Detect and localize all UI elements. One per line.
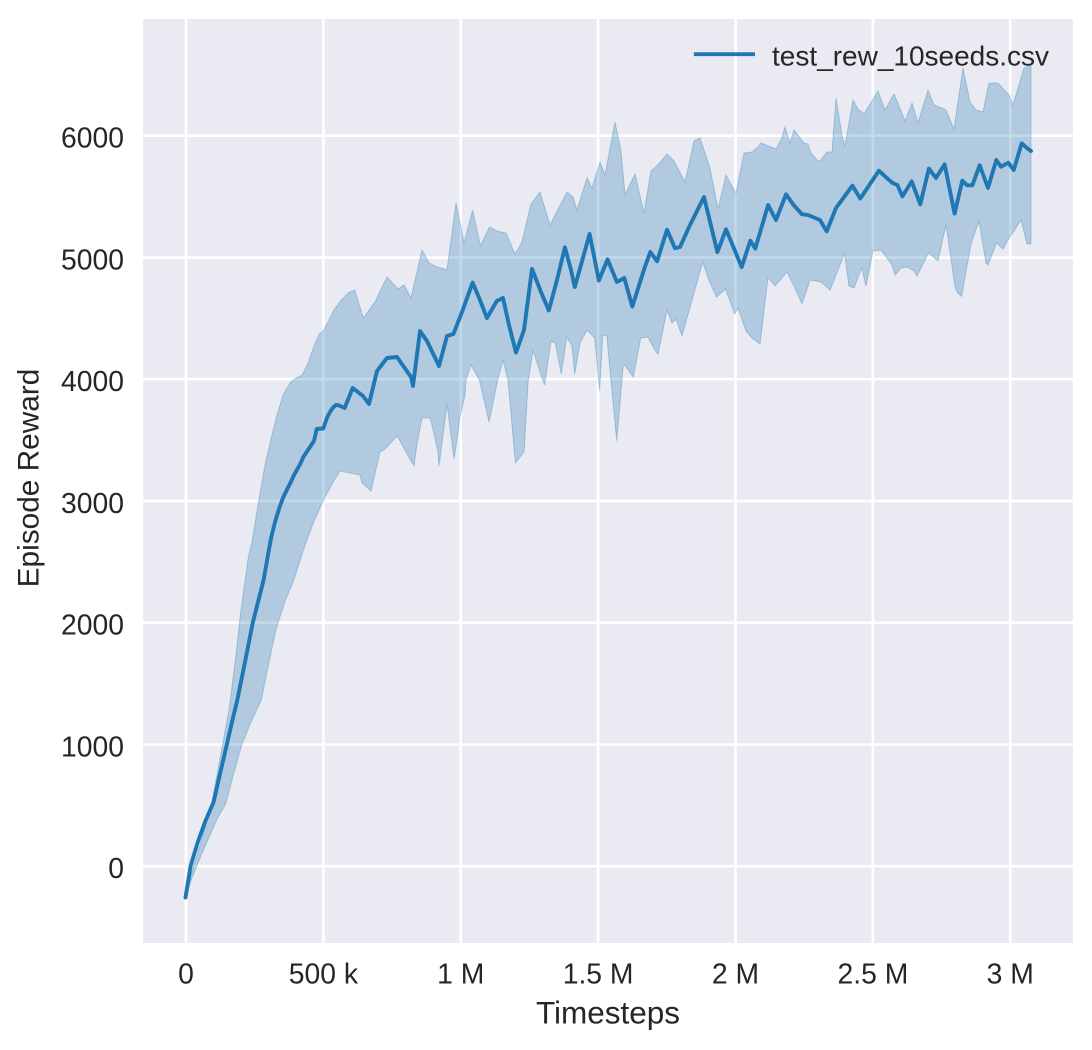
svg-text:1.5 M: 1.5 M bbox=[563, 958, 634, 990]
svg-text:500 k: 500 k bbox=[289, 958, 359, 990]
svg-text:4000: 4000 bbox=[61, 365, 124, 397]
svg-text:1 M: 1 M bbox=[437, 958, 484, 990]
svg-text:1000: 1000 bbox=[61, 731, 124, 763]
svg-text:2.5 M: 2.5 M bbox=[838, 958, 909, 990]
svg-text:test_rew_10seeds.csv: test_rew_10seeds.csv bbox=[772, 41, 1049, 72]
svg-text:3 M: 3 M bbox=[987, 958, 1034, 990]
svg-text:3000: 3000 bbox=[61, 487, 124, 519]
svg-text:5000: 5000 bbox=[61, 244, 124, 276]
svg-text:0: 0 bbox=[178, 958, 194, 990]
svg-text:6000: 6000 bbox=[61, 122, 124, 154]
svg-text:Episode Reward: Episode Reward bbox=[13, 369, 46, 588]
svg-text:0: 0 bbox=[108, 852, 124, 884]
svg-text:2 M: 2 M bbox=[712, 958, 759, 990]
svg-text:Timesteps: Timesteps bbox=[536, 995, 680, 1031]
svg-text:2000: 2000 bbox=[61, 609, 124, 641]
